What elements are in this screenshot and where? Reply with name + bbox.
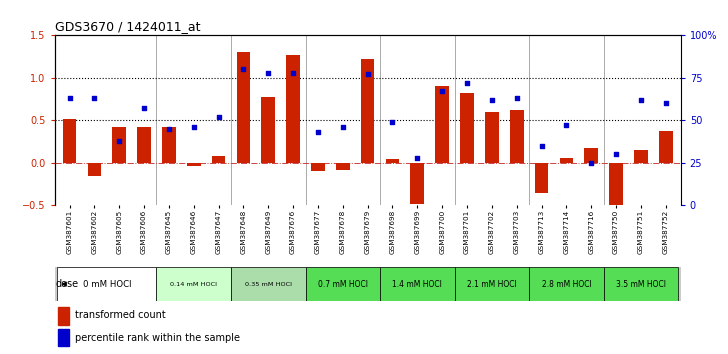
Bar: [585, 148, 598, 163]
Point: [213, 114, 224, 120]
Text: percentile rank within the sample: percentile rank within the sample: [75, 333, 240, 343]
Point: [188, 124, 199, 130]
Text: transformed count: transformed count: [75, 310, 165, 320]
Bar: [336, 163, 349, 170]
Bar: [63, 119, 76, 163]
Bar: [604, 267, 678, 301]
Bar: [58, 307, 69, 325]
Point: [486, 97, 498, 103]
Bar: [87, 163, 101, 176]
Point: [262, 70, 274, 76]
Point: [362, 72, 373, 77]
Bar: [212, 156, 226, 163]
Bar: [659, 131, 673, 163]
Text: 2.8 mM HOCl: 2.8 mM HOCl: [542, 280, 591, 289]
Bar: [237, 52, 250, 163]
Bar: [386, 159, 400, 163]
Bar: [157, 267, 231, 301]
Bar: [510, 110, 523, 163]
Point: [561, 122, 572, 128]
Bar: [286, 55, 300, 163]
Text: 0 mM HOCl: 0 mM HOCl: [82, 280, 131, 289]
Bar: [411, 163, 424, 204]
Point: [163, 126, 175, 132]
Point: [660, 101, 672, 106]
Bar: [231, 267, 306, 301]
Text: 0.14 mM HOCl: 0.14 mM HOCl: [170, 281, 217, 287]
Bar: [460, 93, 474, 163]
Text: 2.1 mM HOCl: 2.1 mM HOCl: [467, 280, 517, 289]
Bar: [261, 97, 275, 163]
Point: [237, 67, 249, 72]
Text: 0.7 mM HOCl: 0.7 mM HOCl: [318, 280, 368, 289]
Bar: [57, 267, 157, 301]
Point: [436, 88, 448, 94]
Bar: [187, 163, 200, 166]
Bar: [560, 158, 573, 163]
Bar: [454, 267, 529, 301]
Point: [288, 70, 299, 76]
Text: GDS3670 / 1424011_at: GDS3670 / 1424011_at: [55, 20, 200, 33]
Bar: [112, 127, 126, 163]
Point: [337, 124, 349, 130]
Bar: [634, 150, 648, 163]
Point: [138, 105, 150, 111]
Point: [387, 119, 398, 125]
Point: [585, 160, 597, 166]
Point: [114, 138, 125, 144]
Text: dose: dose: [55, 279, 78, 289]
Point: [411, 155, 423, 161]
Bar: [311, 163, 325, 171]
Point: [635, 97, 646, 103]
Bar: [58, 329, 69, 347]
Bar: [306, 267, 380, 301]
Point: [89, 96, 100, 101]
Point: [511, 96, 523, 101]
Bar: [485, 112, 499, 163]
Bar: [435, 86, 449, 163]
Bar: [535, 163, 548, 193]
Text: 3.5 mM HOCl: 3.5 mM HOCl: [616, 280, 666, 289]
Bar: [361, 59, 374, 163]
Point: [312, 130, 324, 135]
Bar: [529, 267, 604, 301]
Bar: [137, 127, 151, 163]
Point: [610, 152, 622, 157]
Bar: [162, 127, 175, 163]
Bar: [380, 267, 454, 301]
Point: [536, 143, 547, 149]
Point: [462, 80, 473, 86]
Text: 0.35 mM HOCl: 0.35 mM HOCl: [245, 281, 292, 287]
Text: 1.4 mM HOCl: 1.4 mM HOCl: [392, 280, 443, 289]
Point: [63, 96, 75, 101]
Bar: [609, 163, 623, 205]
